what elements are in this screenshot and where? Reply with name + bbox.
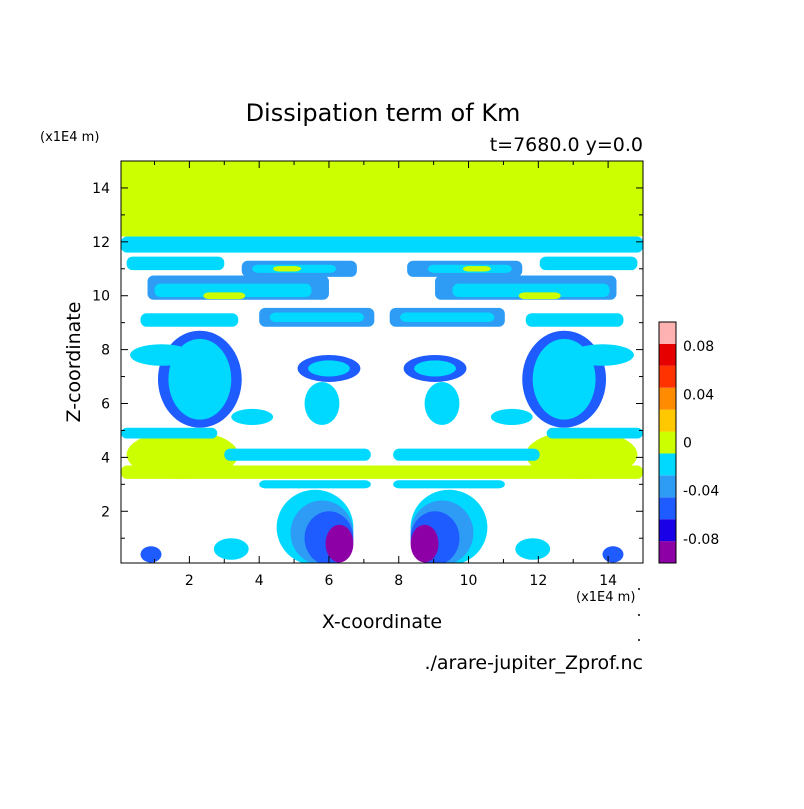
x-tick-label: 12 xyxy=(529,573,547,589)
plot-frame xyxy=(120,160,644,564)
y-tick-label: 10 xyxy=(92,289,110,305)
colorbar-swatch xyxy=(659,519,676,542)
turbulent-band xyxy=(525,313,624,327)
mid-structure xyxy=(130,344,193,366)
mid-structure xyxy=(424,381,460,426)
x-tick-label: 14 xyxy=(599,573,617,589)
corner-dot xyxy=(638,639,640,641)
mid-structure xyxy=(490,408,533,426)
chart-title: Dissipation term of Km xyxy=(246,99,521,127)
lower-plume xyxy=(325,524,354,563)
y-tick-label: 2 xyxy=(101,504,110,520)
colorbar-swatch xyxy=(659,387,676,410)
mid-structure xyxy=(571,344,634,366)
y-unit-label: (x1E4 m) xyxy=(40,130,99,145)
lower-plume xyxy=(515,538,551,560)
mid-structure xyxy=(231,408,274,426)
lower-mid-band xyxy=(393,480,505,489)
turbulent-band xyxy=(400,312,495,322)
x-tick-label: 2 xyxy=(185,573,194,589)
lower-plume xyxy=(602,546,624,563)
x-axis-label: X-coordinate xyxy=(322,611,442,633)
plot-area xyxy=(121,161,643,563)
turbulent-band xyxy=(140,313,239,327)
lower-mid-band xyxy=(121,465,643,479)
lower-mid-band xyxy=(393,448,540,461)
colorbar-swatch xyxy=(659,322,676,344)
colorbar-frame xyxy=(658,321,677,564)
turbulent-band xyxy=(518,292,561,300)
turbulent-band xyxy=(452,283,610,298)
mid-structure xyxy=(308,360,350,377)
y-axis: 2 4 6 8 10 12 14 xyxy=(92,181,643,539)
colorbar-label: -0.04 xyxy=(683,484,719,500)
turbulent-band xyxy=(273,266,302,272)
colorbar-label: 0.08 xyxy=(683,339,714,355)
corner-dot xyxy=(638,588,640,590)
lower-mid-band xyxy=(121,427,218,439)
lower-mid-band xyxy=(224,448,371,461)
lower-mid-band xyxy=(546,427,643,439)
source-file-label: ./arare-jupiter_Zprof.nc xyxy=(424,652,643,674)
colorbar-swatch xyxy=(659,343,676,366)
lower-plume xyxy=(213,538,249,560)
turbulent-band xyxy=(539,256,638,271)
turbulent-edge xyxy=(121,236,643,253)
upper-layer xyxy=(121,161,643,237)
x-tick-label: 8 xyxy=(394,573,403,589)
mid-structure xyxy=(304,381,340,426)
mid-structure xyxy=(414,360,456,377)
colorbar-swatch xyxy=(659,497,676,520)
turbulent-band xyxy=(203,292,246,300)
corner-marks xyxy=(638,588,640,641)
x-unit-label: (x1E4 m) xyxy=(576,590,635,605)
x-tick-label: 6 xyxy=(325,573,334,589)
turbulent-band xyxy=(462,266,491,272)
colorbar-label: 0 xyxy=(683,436,692,452)
turbulent-band xyxy=(126,256,225,271)
y-tick-label: 6 xyxy=(101,396,110,412)
colorbar-swatch xyxy=(659,475,676,498)
corner-dot xyxy=(638,614,640,616)
y-tick-label: 12 xyxy=(92,235,110,251)
x-axis: 2 4 6 8 10 12 14 xyxy=(153,161,617,589)
colorbar-swatch xyxy=(659,365,676,388)
y-tick-label: 8 xyxy=(101,343,110,359)
colorbar-swatch xyxy=(659,431,676,454)
lower-plume xyxy=(140,546,162,563)
chart-subtitle: t=7680.0 y=0.0 xyxy=(490,134,643,156)
colorbar-label: -0.08 xyxy=(683,532,719,548)
contour-field xyxy=(121,161,643,563)
colorbar: 0.08 0.04 0 -0.04 -0.08 xyxy=(658,321,719,564)
lower-plume xyxy=(410,524,439,563)
x-tick-label: 4 xyxy=(255,573,264,589)
turbulent-band xyxy=(154,283,312,298)
y-tick-label: 14 xyxy=(92,181,110,197)
y-axis-label: Z-coordinate xyxy=(63,302,85,423)
colorbar-swatch xyxy=(659,409,676,432)
colorbar-swatch xyxy=(659,453,676,476)
colorbar-label: 0.04 xyxy=(683,387,714,403)
x-tick-label: 10 xyxy=(460,573,478,589)
lower-mid-band xyxy=(259,480,371,489)
colorbar-swatch xyxy=(659,541,676,563)
turbulent-band xyxy=(269,312,364,322)
y-tick-label: 4 xyxy=(101,450,110,466)
